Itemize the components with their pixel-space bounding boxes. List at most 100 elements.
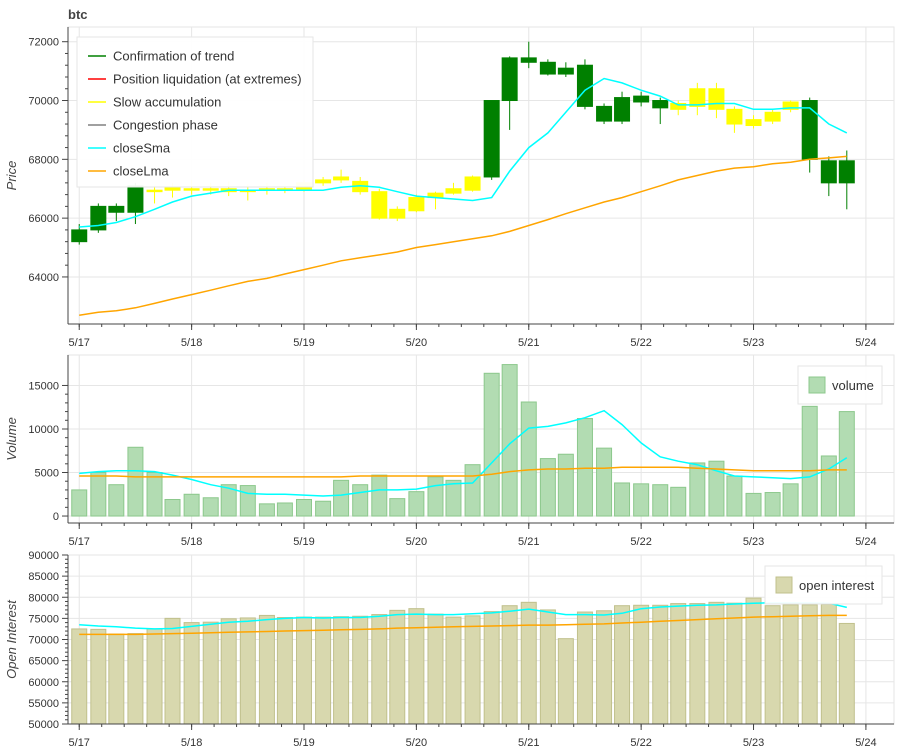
bar	[782, 604, 799, 725]
x-tick-label: 5/17	[69, 337, 90, 349]
x-tick-label: 5/20	[406, 536, 427, 548]
bar	[445, 479, 462, 517]
series-line-0	[79, 601, 847, 630]
bar	[801, 604, 818, 725]
x-tick-label: 5/22	[630, 337, 651, 349]
candle-body	[838, 160, 855, 184]
bar	[539, 609, 556, 725]
legend-label: Position liquidation (at extremes)	[113, 72, 302, 87]
bar	[670, 603, 687, 725]
bar	[315, 616, 332, 725]
bar	[501, 364, 518, 517]
bar	[220, 484, 237, 517]
x-tick-label: 5/22	[630, 536, 651, 548]
candle-body	[539, 61, 556, 75]
legend-box	[76, 36, 314, 188]
bar	[90, 628, 107, 725]
legend: Confirmation of trend Position liquidatio…	[76, 36, 314, 188]
bar	[127, 446, 144, 517]
x-tick-label: 5/21	[518, 337, 539, 349]
legend-label: closeLma	[113, 164, 169, 179]
bar	[652, 484, 669, 517]
candle-body	[389, 208, 406, 219]
y-tick-label: 66000	[28, 213, 59, 225]
bar	[408, 491, 425, 517]
bar	[333, 479, 350, 517]
candle-body	[801, 100, 818, 160]
candle-body	[146, 189, 163, 193]
legend-label: open interest	[799, 578, 875, 593]
bar	[352, 484, 369, 517]
legend-2: open interest	[764, 565, 883, 605]
candle-body	[127, 185, 144, 213]
candle-body	[408, 197, 425, 212]
y-tick-label: 80000	[28, 592, 59, 604]
bar	[576, 418, 593, 517]
bar	[539, 458, 556, 517]
candle-body	[614, 97, 631, 122]
bar	[90, 472, 107, 517]
bar	[483, 372, 500, 517]
legend-label: volume	[832, 378, 874, 393]
bar	[689, 462, 706, 517]
bar	[108, 484, 125, 517]
candle-body	[726, 108, 743, 125]
bar	[557, 638, 574, 725]
candle-body	[202, 188, 219, 191]
series-line-1	[79, 614, 847, 636]
panel-2	[67, 554, 895, 725]
bar	[371, 474, 388, 517]
candle-body	[108, 205, 125, 213]
bar	[427, 613, 444, 725]
axes-2: 50000 55000 60000 65000 70000 75000 80000 85000…	[4, 550, 894, 749]
bar	[202, 621, 219, 725]
bar	[838, 622, 855, 725]
x-tick-label: 5/18	[181, 737, 202, 749]
bar	[333, 616, 350, 725]
x-tick-label: 5/23	[743, 737, 764, 749]
x-tick-label: 5/23	[743, 536, 764, 548]
x-tick-label: 5/18	[181, 337, 202, 349]
y-tick-label: 68000	[28, 154, 59, 166]
x-tick-label: 5/24	[855, 737, 876, 749]
bar	[427, 476, 444, 517]
x-tick-label: 5/19	[293, 337, 314, 349]
bar	[689, 603, 706, 725]
bar	[71, 489, 88, 517]
candle-body	[557, 67, 574, 75]
candle-body	[333, 176, 350, 181]
candle-body	[596, 105, 613, 122]
x-tick-label: 5/19	[293, 536, 314, 548]
bar	[596, 447, 613, 517]
bar	[820, 603, 837, 725]
bar	[315, 500, 332, 517]
y-tick-label: 55000	[28, 698, 59, 710]
x-tick-label: 5/19	[293, 737, 314, 749]
bar	[220, 618, 237, 725]
y-tick-label: 50000	[28, 719, 59, 731]
candle-body	[183, 188, 200, 191]
candle-body	[670, 102, 687, 110]
bar	[183, 493, 200, 517]
y-tick-label: 60000	[28, 677, 59, 689]
bar	[652, 604, 669, 725]
candle-body	[445, 188, 462, 194]
bar	[745, 492, 762, 517]
candle-body	[520, 57, 537, 63]
bar	[296, 616, 312, 725]
bar	[838, 411, 855, 517]
bar	[670, 486, 687, 517]
bar	[276, 617, 293, 725]
candle-body	[689, 88, 706, 107]
x-tick-label: 5/17	[69, 536, 90, 548]
bar	[445, 616, 462, 725]
y-tick-label: 75000	[28, 613, 59, 625]
series-line-1	[79, 466, 847, 478]
candle-body	[164, 186, 181, 191]
bar	[239, 617, 256, 725]
y-tick-label: 5000	[35, 468, 59, 480]
bar	[464, 615, 481, 725]
candle-body	[652, 100, 669, 109]
x-tick-label: 5/24	[855, 536, 876, 548]
